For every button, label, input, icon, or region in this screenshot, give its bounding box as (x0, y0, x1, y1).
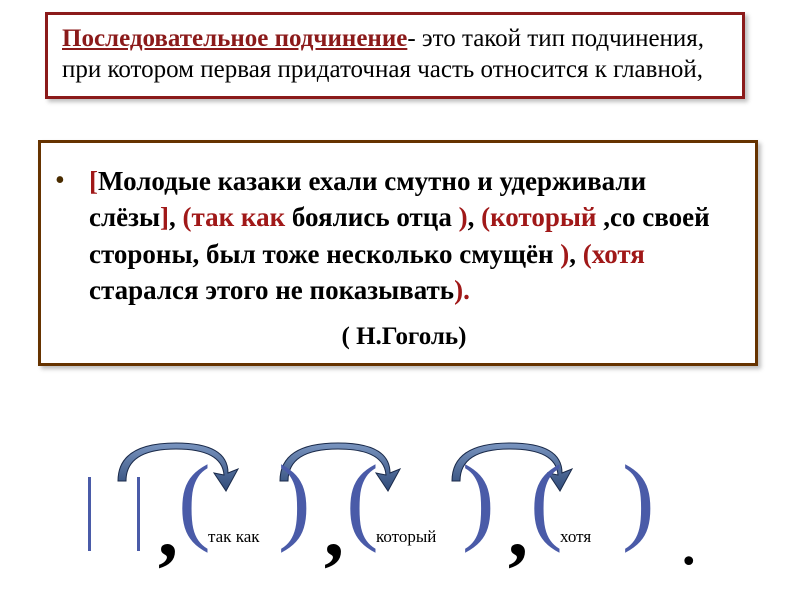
punct: , (569, 239, 583, 269)
paren-2-close: ) (560, 239, 569, 269)
punct: , (169, 202, 183, 232)
paren-diagram-2-close: ) (462, 465, 502, 555)
paren-diagram-3-close: ) (622, 465, 662, 555)
bracket-open: [ (89, 166, 98, 196)
definition-box: Последовательное подчинение- это такой т… (45, 12, 745, 99)
paren-3-open: (хотя (583, 239, 645, 269)
author-citation: ( Н.Гоголь) (71, 323, 737, 351)
comma-2: , (324, 490, 344, 570)
paren-1-close: ) (459, 202, 468, 232)
main-bracket (88, 477, 140, 551)
clause-3: старался этого не показывать (89, 275, 454, 305)
label-2: который (376, 527, 436, 547)
paren-1-open: (так как (183, 202, 292, 232)
example-box: • [Молодые казаки ехали смутно и удержив… (38, 140, 758, 366)
final-period: . (463, 275, 470, 305)
bracket-close: ] (160, 202, 169, 232)
paren-diagram-1-close: ) (278, 465, 318, 555)
comma-3: , (508, 490, 528, 570)
paren-3-close: ) (454, 275, 463, 305)
structure-diagram: , ( так как ) , ( который ) , ( хотя ) . (60, 435, 760, 595)
clause-1: боялись отца (292, 202, 459, 232)
definition-title: Последовательное подчинение (62, 25, 407, 52)
bullet-icon: • (55, 165, 65, 197)
paren-2-open: (который (481, 202, 603, 232)
label-1: так как (208, 527, 260, 547)
comma-1: , (158, 490, 178, 570)
example-sentence: [Молодые казаки ехали смутно и удерживал… (89, 163, 737, 309)
label-3: хотя (560, 527, 591, 547)
punct: , (468, 202, 482, 232)
diagram-period: . (682, 515, 696, 577)
